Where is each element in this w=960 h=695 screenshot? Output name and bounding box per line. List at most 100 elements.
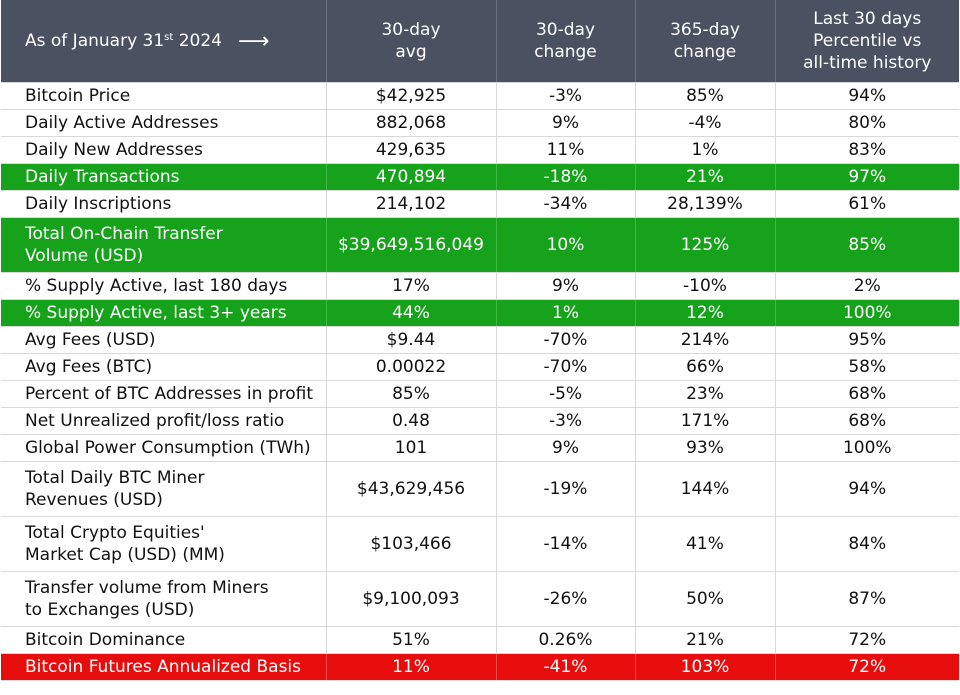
value-percentile: 95%	[775, 326, 959, 354]
value-percentile: 2%	[775, 272, 959, 300]
value-30day-change: -3%	[496, 82, 636, 110]
value-365day-change: 171%	[635, 407, 776, 435]
value-30day-avg: 429,635	[326, 136, 497, 164]
value-30day-change: -14%	[496, 516, 636, 572]
value-percentile: 87%	[775, 571, 959, 627]
value-30day-avg: $9.44	[326, 326, 497, 354]
value-30day-avg: $9,100,093	[326, 571, 497, 627]
value-percentile: 68%	[775, 407, 959, 435]
arrow-right-icon: ⟶	[237, 28, 270, 54]
value-365day-change: 214%	[635, 326, 776, 354]
value-30day-avg: $43,629,456	[326, 461, 497, 517]
header-percentile: Last 30 days Percentile vs all-time histor…	[775, 0, 959, 83]
as-of-ordinal: st	[164, 31, 174, 43]
table-body: Bitcoin Price $42,925 -3% 85% 94% Daily Activ…	[1, 82, 959, 681]
metric-label: % Supply Active, last 180 days	[1, 272, 327, 300]
value-30day-change: -34%	[496, 190, 636, 218]
table-row: Daily Active Addresses 882,068 9% -4% 80%	[1, 109, 959, 137]
value-365day-change: -4%	[635, 109, 776, 137]
value-30day-change: -19%	[496, 461, 636, 517]
value-30day-avg: $39,649,516,049	[326, 217, 497, 273]
value-30day-avg: 51%	[326, 626, 497, 654]
value-percentile: 58%	[775, 353, 959, 381]
as-of-date-header: As of January 31st 2024 ⟶	[1, 0, 327, 83]
as-of-year: 2024	[178, 30, 222, 51]
metrics-table-container: As of January 31st 2024 ⟶ 30-day avg 30-da…	[1, 0, 959, 681]
metric-label: Global Power Consumption (TWh)	[1, 434, 327, 462]
value-percentile: 72%	[775, 626, 959, 654]
value-percentile: 61%	[775, 190, 959, 218]
metric-label: Total Crypto Equities' Market Cap (USD) (…	[1, 516, 327, 572]
value-percentile: 100%	[775, 434, 959, 462]
as-of-prefix: As of January 31	[25, 30, 165, 51]
table-row: Bitcoin Dominance 51% 0.26% 21% 72%	[1, 626, 959, 654]
table-header: As of January 31st 2024 ⟶ 30-day avg 30-da…	[1, 0, 959, 83]
header-365day-change: 365-day change	[635, 0, 776, 83]
table-row: Avg Fees (BTC) 0.00022 -70% 66% 58%	[1, 353, 959, 381]
value-30day-change: 9%	[496, 434, 636, 462]
value-30day-avg: 17%	[326, 272, 497, 300]
value-percentile: 84%	[775, 516, 959, 572]
metric-label: Total Daily BTC Miner Revenues (USD)	[1, 461, 327, 517]
metric-label: Daily Inscriptions	[1, 190, 327, 218]
value-30day-change: 11%	[496, 136, 636, 164]
value-percentile: 72%	[775, 653, 959, 681]
value-percentile: 97%	[775, 163, 959, 191]
value-percentile: 94%	[775, 461, 959, 517]
value-30day-avg: $103,466	[326, 516, 497, 572]
value-365day-change: 125%	[635, 217, 776, 273]
value-365day-change: 21%	[635, 626, 776, 654]
value-percentile: 85%	[775, 217, 959, 273]
value-365day-change: 144%	[635, 461, 776, 517]
metric-label: % Supply Active, last 3+ years	[1, 299, 327, 327]
value-365day-change: -10%	[635, 272, 776, 300]
value-30day-avg: 0.00022	[326, 353, 497, 381]
value-percentile: 83%	[775, 136, 959, 164]
value-30day-avg: 882,068	[326, 109, 497, 137]
value-30day-avg: 214,102	[326, 190, 497, 218]
value-365day-change: 93%	[635, 434, 776, 462]
value-30day-avg: 470,894	[326, 163, 497, 191]
header-30day-change: 30-day change	[496, 0, 636, 83]
value-30day-avg: 101	[326, 434, 497, 462]
value-365day-change: 28,139%	[635, 190, 776, 218]
value-365day-change: 50%	[635, 571, 776, 627]
table-row: Daily New Addresses 429,635 11% 1% 83%	[1, 136, 959, 164]
value-365day-change: 21%	[635, 163, 776, 191]
value-30day-change: -5%	[496, 380, 636, 408]
value-30day-avg: 44%	[326, 299, 497, 327]
metric-label: Daily Active Addresses	[1, 109, 327, 137]
value-365day-change: 103%	[635, 653, 776, 681]
value-30day-avg: 0.48	[326, 407, 497, 435]
value-30day-change: -18%	[496, 163, 636, 191]
value-30day-change: -70%	[496, 326, 636, 354]
table-row: Daily Transactions 470,894 -18% 21% 97%	[1, 163, 959, 191]
value-30day-change: -26%	[496, 571, 636, 627]
value-30day-change: 9%	[496, 109, 636, 137]
metric-label: Total On-Chain Transfer Volume (USD)	[1, 217, 327, 273]
value-percentile: 68%	[775, 380, 959, 408]
metric-label: Percent of BTC Addresses in profit	[1, 380, 327, 408]
value-30day-change: 0.26%	[496, 626, 636, 654]
value-percentile: 100%	[775, 299, 959, 327]
bitcoin-metrics-table: As of January 31st 2024 ⟶ 30-day avg 30-da…	[1, 0, 959, 681]
metric-label: Net Unrealized profit/loss ratio	[1, 407, 327, 435]
header-30day-avg: 30-day avg	[326, 0, 497, 83]
table-row: Bitcoin Futures Annualized Basis 11% -41% 1…	[1, 653, 959, 681]
metric-label: Avg Fees (BTC)	[1, 353, 327, 381]
value-30day-change: 9%	[496, 272, 636, 300]
metric-label: Transfer volume from Miners to Exchanges …	[1, 571, 327, 627]
table-row: % Supply Active, last 180 days 17% 9% -10% 2…	[1, 272, 959, 300]
table-row: Daily Inscriptions 214,102 -34% 28,139% 61%	[1, 190, 959, 218]
metric-label: Bitcoin Dominance	[1, 626, 327, 654]
table-row: Total Daily BTC Miner Revenues (USD) $43,6…	[1, 461, 959, 517]
value-365day-change: 23%	[635, 380, 776, 408]
table-row: Percent of BTC Addresses in profit 85% -5%…	[1, 380, 959, 408]
value-30day-change: -3%	[496, 407, 636, 435]
value-30day-avg: 11%	[326, 653, 497, 681]
table-row: Transfer volume from Miners to Exchanges …	[1, 571, 959, 627]
metric-label: Bitcoin Futures Annualized Basis	[1, 653, 327, 681]
value-365day-change: 66%	[635, 353, 776, 381]
value-30day-avg: $42,925	[326, 82, 497, 110]
metric-label: Bitcoin Price	[1, 82, 327, 110]
